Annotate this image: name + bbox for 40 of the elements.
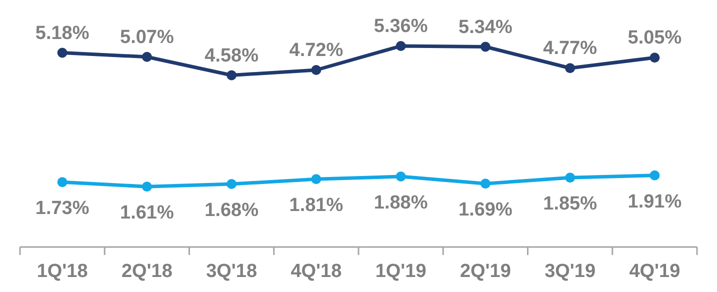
point [57, 177, 68, 188]
data-label: 1.81% [289, 195, 344, 216]
point [480, 178, 490, 189]
point [565, 172, 576, 183]
x-tick-label: 2Q'19 [460, 261, 511, 282]
point [480, 42, 490, 52]
data-label: 1.85% [543, 194, 598, 215]
point [311, 65, 322, 75]
x-tick-label: 3Q'18 [206, 261, 258, 282]
data-label: 5.07% [120, 26, 174, 48]
data-label: 1.61% [120, 202, 174, 224]
point [226, 70, 237, 80]
x-tick-label: 1Q'19 [375, 261, 426, 282]
data-label: 4.77% [543, 38, 598, 60]
data-label: 4.58% [204, 45, 259, 66]
data-label: 5.05% [628, 28, 682, 49]
x-tick-label: 3Q'19 [544, 261, 596, 282]
data-label: 1.68% [204, 200, 259, 221]
point [565, 63, 576, 74]
point [650, 52, 660, 63]
data-label: 1.91% [628, 191, 682, 212]
data-label: 1.69% [458, 200, 512, 221]
point [226, 179, 237, 189]
data-label: 5.18% [35, 22, 90, 44]
point [650, 170, 660, 180]
data-label: 4.72% [289, 40, 344, 61]
x-tick-label: 1Q'18 [36, 261, 88, 282]
point [396, 41, 406, 51]
point [57, 48, 68, 58]
x-tick-label: 2Q'18 [121, 261, 172, 282]
x-tick-label: 4Q'19 [629, 261, 680, 282]
data-label: 5.34% [458, 16, 512, 38]
data-label: 5.36% [374, 16, 428, 37]
point [311, 174, 322, 184]
point [142, 182, 152, 192]
point [396, 172, 406, 182]
data-label: 1.73% [35, 198, 90, 220]
x-tick-label: 4Q'18 [290, 261, 342, 282]
point [142, 52, 152, 62]
data-label: 1.88% [374, 192, 428, 214]
